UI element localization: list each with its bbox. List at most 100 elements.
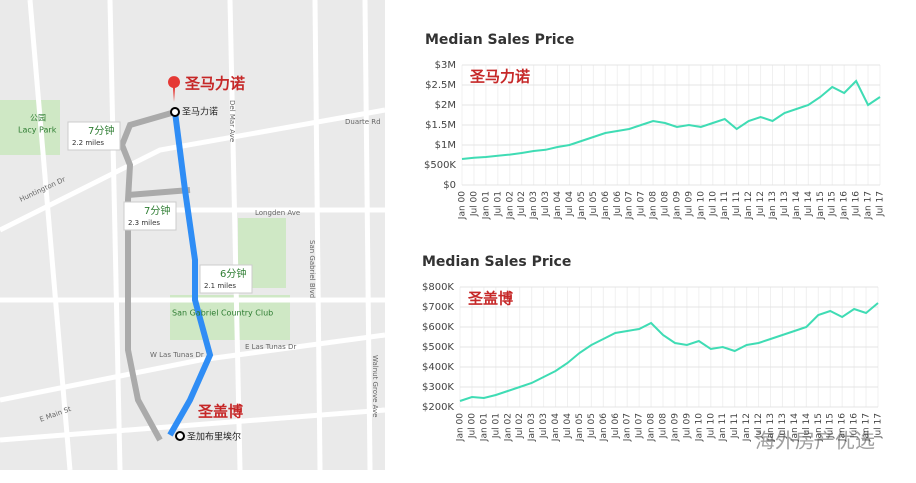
x-tick-label: Jan 17 bbox=[864, 191, 874, 220]
x-tick-label: Jan 16 bbox=[838, 413, 848, 442]
x-tick-label: Jan 03 bbox=[529, 191, 539, 220]
x-tick-label: Jan 02 bbox=[503, 413, 513, 442]
x-tick-label: Jul 01 bbox=[491, 413, 501, 439]
x-tick-label: Jan 04 bbox=[551, 413, 561, 442]
roads bbox=[0, 0, 386, 471]
chart-title: Median Sales Price bbox=[422, 254, 571, 270]
x-tick-label: Jan 08 bbox=[647, 413, 657, 442]
x-tick-label: Jan 05 bbox=[577, 191, 587, 220]
annotation: 圣盖博 bbox=[467, 290, 513, 308]
street: E Las Tunas Dr bbox=[245, 343, 296, 351]
x-tick-label: Jul 10 bbox=[708, 191, 718, 217]
x-tick-label: Jan 17 bbox=[862, 413, 872, 442]
x-tick-label: Jul 08 bbox=[659, 413, 669, 439]
x-tick-label: Jan 03 bbox=[527, 413, 537, 442]
x-tick-label: Jul 11 bbox=[730, 413, 740, 439]
x-tick-label: Jul 13 bbox=[778, 413, 788, 439]
x-tick-label: Jul 06 bbox=[613, 191, 623, 217]
x-tick-label: Jul 07 bbox=[637, 191, 647, 217]
street: Duarte Rd bbox=[345, 118, 381, 126]
x-tick-label: Jul 15 bbox=[826, 413, 836, 439]
route-box: 7分钟 2.3 miles bbox=[123, 201, 177, 231]
pin-label: 圣马力诺 bbox=[182, 106, 218, 118]
y-tick-label: $1M bbox=[435, 140, 456, 151]
x-tick-label: Jul 14 bbox=[804, 191, 814, 217]
x-tick-label: Jul 16 bbox=[852, 191, 862, 217]
x-tick-label: Jan 12 bbox=[744, 191, 754, 220]
x-tick-label: Jan 09 bbox=[672, 191, 682, 220]
park-area bbox=[0, 100, 60, 155]
x-tick-label: Jan 06 bbox=[599, 413, 609, 442]
x-tick-label: Jul 05 bbox=[587, 413, 597, 439]
x-tick-label: Jul 12 bbox=[756, 191, 766, 217]
x-tick-label: Jan 08 bbox=[649, 191, 659, 220]
route-box: 7分钟 2.2 miles bbox=[67, 121, 121, 151]
y-tick-label: $600K bbox=[422, 322, 454, 333]
x-tick-label: Jul 15 bbox=[828, 191, 838, 217]
x-tick-label: Jan 10 bbox=[696, 191, 706, 220]
x-tick-label: Jan 15 bbox=[814, 413, 824, 442]
route-time: 7分钟 bbox=[88, 124, 114, 137]
pin-label: 圣加布里埃尔 bbox=[187, 431, 241, 443]
line bbox=[459, 302, 879, 402]
x-tick-label: Jan 02 bbox=[505, 191, 515, 220]
x-tick-label: Jul 01 bbox=[493, 191, 503, 217]
y-tick-label: $2M bbox=[435, 100, 456, 111]
x-tick-label: Jan 13 bbox=[768, 191, 778, 220]
route-time: 6分钟 bbox=[220, 267, 246, 280]
x-tick-label: Jul 04 bbox=[565, 191, 575, 217]
x-tick-label: Jan 14 bbox=[792, 191, 802, 220]
line bbox=[461, 79, 881, 160]
y-tick-label: $500K bbox=[424, 160, 456, 171]
y-tick-label: $1.5M bbox=[425, 120, 456, 131]
park-label: Lacy Park bbox=[18, 126, 57, 135]
x-tick-label: Jul 02 bbox=[515, 413, 525, 439]
x-tick-label: Jul 09 bbox=[684, 191, 694, 217]
x-tick-label: Jan 01 bbox=[481, 191, 491, 220]
y-tick-label: $400K bbox=[422, 362, 454, 373]
annotation: 圣马力诺 bbox=[469, 68, 530, 86]
x-tick-label: Jan 16 bbox=[840, 191, 850, 220]
x-tick-label: Jan 00 bbox=[456, 413, 466, 442]
x-tick-label: Jul 03 bbox=[539, 413, 549, 439]
x-tick-label: Jan 07 bbox=[623, 413, 633, 442]
x-tick-label: Jul 17 bbox=[874, 413, 884, 439]
route-alt bbox=[127, 187, 191, 198]
x-tick-label: Jan 01 bbox=[479, 413, 489, 442]
x-tick-label: Jan 11 bbox=[720, 191, 730, 220]
route-distance: 2.2 miles bbox=[72, 139, 104, 147]
street: Walnut Grove Ave bbox=[371, 355, 379, 417]
map: 圣马力诺 圣马力诺 圣盖博 圣加布里埃尔 公园 Lacy Park 7分钟 2.… bbox=[0, 0, 386, 471]
x-tick-label: Jan 07 bbox=[625, 191, 635, 220]
x-tick-label: Jul 09 bbox=[682, 413, 692, 439]
x-tick-label: Jul 03 bbox=[541, 191, 551, 217]
street: San Gabriel Blvd bbox=[308, 240, 316, 298]
x-tick-label: Jan 15 bbox=[816, 191, 826, 220]
route-alt bbox=[118, 109, 176, 442]
route-time: 7分钟 bbox=[144, 204, 170, 217]
start-point bbox=[170, 107, 180, 117]
route-main bbox=[167, 111, 214, 437]
x-tick-label: Jan 06 bbox=[601, 191, 611, 220]
x-tick-label: Jul 10 bbox=[706, 413, 716, 439]
x-tick-label: Jan 14 bbox=[790, 413, 800, 442]
chart-title: Median Sales Price bbox=[425, 32, 574, 48]
y-tick-label: $200K bbox=[422, 402, 454, 413]
y-tick-label: $0 bbox=[443, 180, 456, 191]
x-tick-label: Jan 04 bbox=[553, 191, 563, 220]
y-tick-label: $500K bbox=[422, 342, 454, 353]
route-box: 6分钟 2.1 miles bbox=[199, 264, 253, 294]
x-tick-label: Jul 07 bbox=[635, 413, 645, 439]
pin bbox=[167, 76, 180, 102]
end-point bbox=[175, 431, 185, 441]
street: W Las Tunas Dr bbox=[150, 351, 204, 359]
route-distance: 2.1 miles bbox=[204, 282, 236, 290]
x-tick-label: Jul 05 bbox=[589, 191, 599, 217]
x-tick-label: Jan 13 bbox=[766, 413, 776, 442]
y-tick-label: $2.5M bbox=[425, 80, 456, 91]
y-tick-label: $3M bbox=[435, 60, 456, 71]
street: Longden Ave bbox=[255, 209, 300, 217]
club-label: San Gabriel Country Club bbox=[172, 309, 273, 318]
city-label: 圣马力诺 bbox=[184, 75, 245, 93]
